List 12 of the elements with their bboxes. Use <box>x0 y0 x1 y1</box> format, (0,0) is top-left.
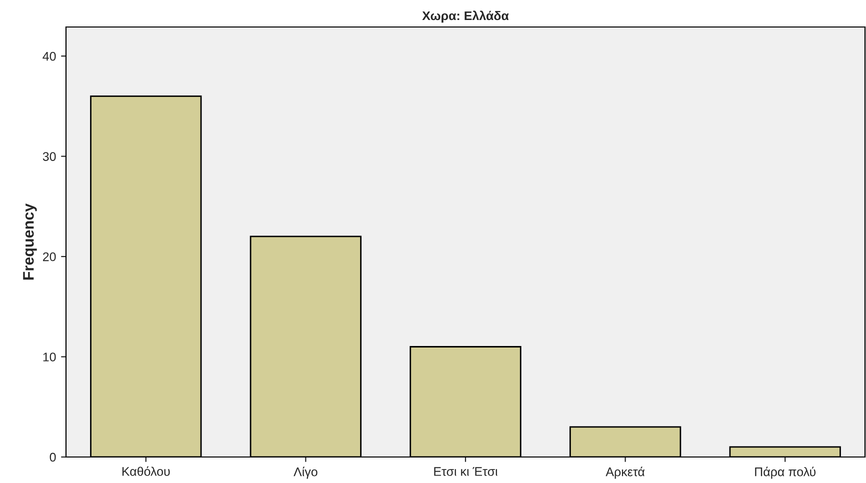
x-tick-label: Καθόλου <box>122 466 170 476</box>
y-axis-title: Frequency <box>23 203 37 280</box>
x-tick-label: Αρκετά <box>606 466 645 479</box>
x-tick-label: Λίγο <box>294 466 318 479</box>
x-tick-label: Ετσι κι Έτσι <box>434 467 498 476</box>
y-tick-label: 30 <box>42 152 56 161</box>
y-tick-label: 40 <box>42 52 56 61</box>
y-tick-label: 0 <box>50 452 56 462</box>
x-tick-label: Πάρα πολύ <box>755 466 816 479</box>
y-tick-label: 20 <box>43 252 56 262</box>
y-tick-label: 10 <box>43 352 56 362</box>
chart-title: Χωρα: Ελλάδα <box>422 10 509 23</box>
